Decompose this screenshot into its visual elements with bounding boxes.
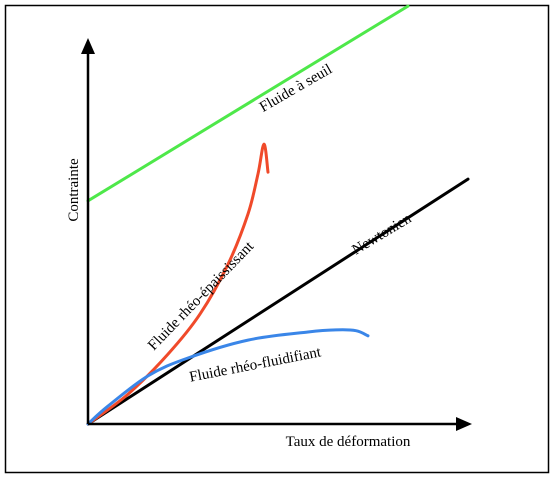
y-axis-label: Contrainte	[66, 158, 82, 222]
x-axis-label: Taux de déformation	[286, 434, 411, 450]
series-rheo-fluidifiant	[86, 328, 370, 426]
series-fluide-a-seuil	[86, 4, 410, 203]
series-layer	[86, 4, 470, 426]
series-newtonien	[86, 177, 470, 426]
series-rheo-epaississant	[86, 142, 270, 426]
y-axis-arrow	[81, 38, 95, 54]
x-axis-arrow	[456, 417, 472, 431]
frame	[4, 4, 550, 474]
